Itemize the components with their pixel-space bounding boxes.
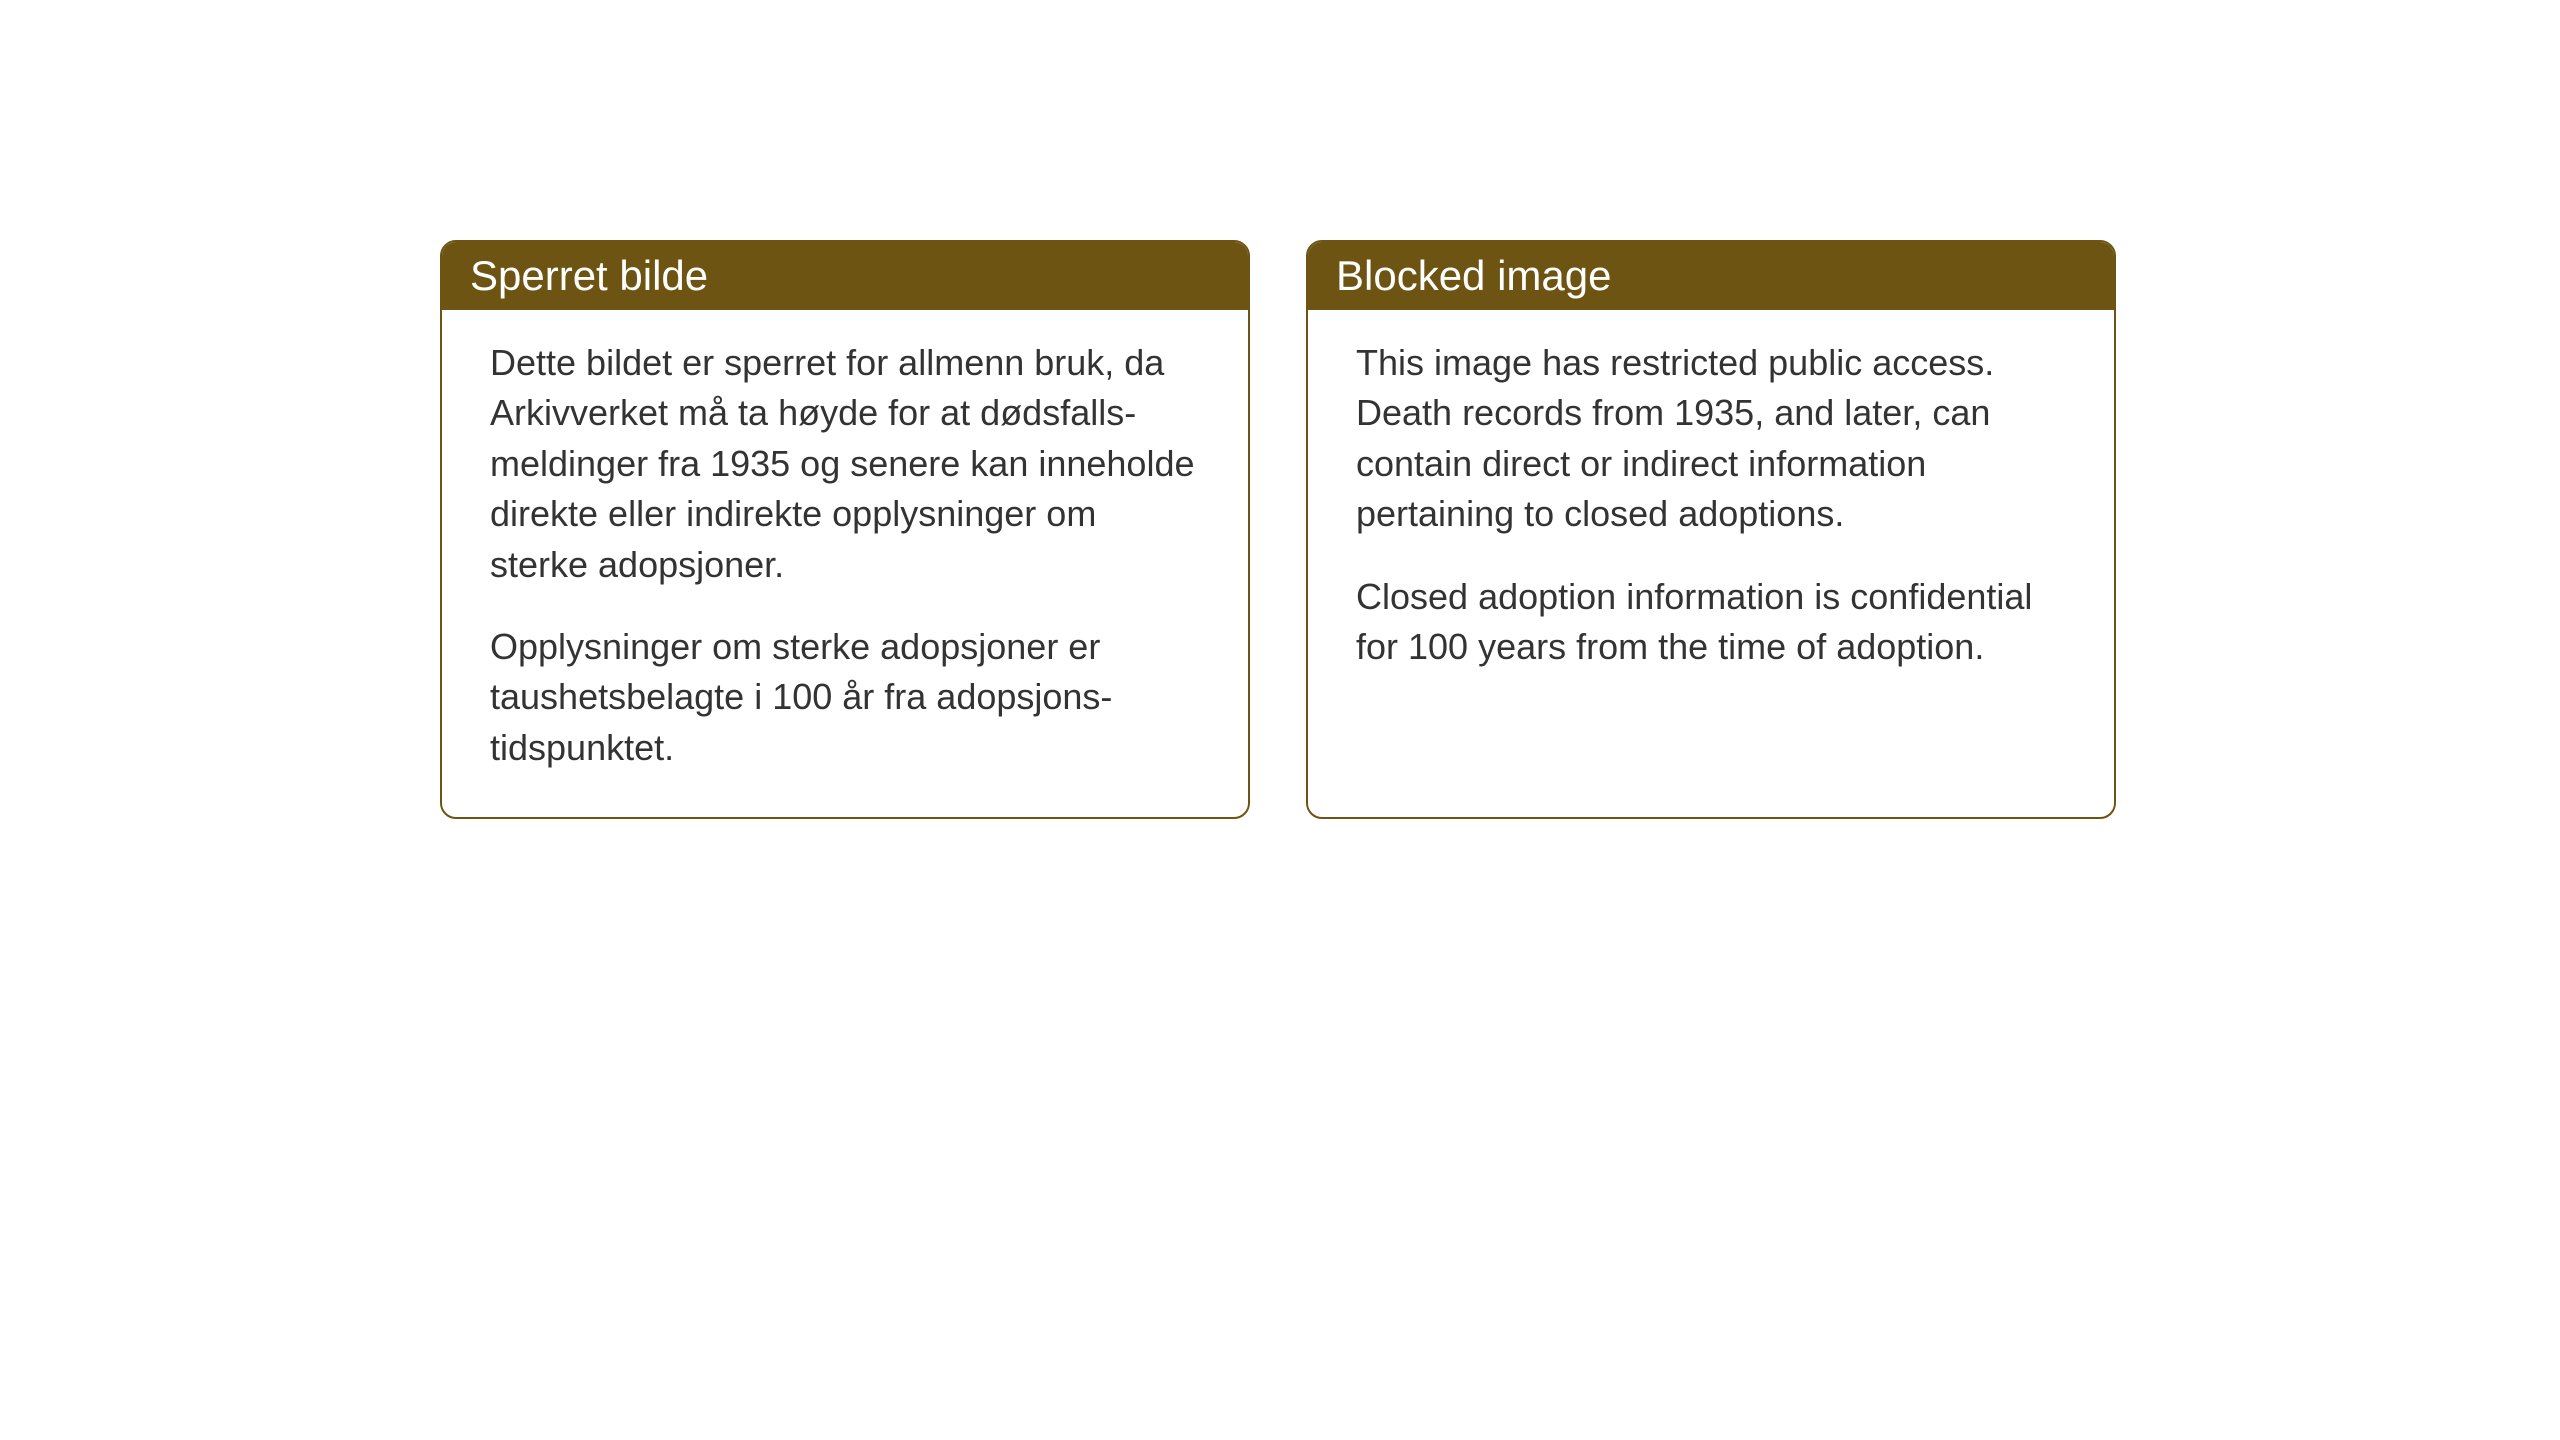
- english-notice-card: Blocked image This image has restricted …: [1306, 240, 2116, 819]
- norwegian-card-title: Sperret bilde: [442, 242, 1248, 310]
- norwegian-paragraph-1: Dette bildet er sperret for allmenn bruk…: [490, 338, 1200, 590]
- norwegian-card-body: Dette bildet er sperret for allmenn bruk…: [442, 310, 1248, 817]
- english-paragraph-2: Closed adoption information is confident…: [1356, 572, 2066, 673]
- english-paragraph-1: This image has restricted public access.…: [1356, 338, 2066, 540]
- english-card-title: Blocked image: [1308, 242, 2114, 310]
- english-card-body: This image has restricted public access.…: [1308, 310, 2114, 716]
- notice-container: Sperret bilde Dette bildet er sperret fo…: [440, 240, 2116, 819]
- norwegian-notice-card: Sperret bilde Dette bildet er sperret fo…: [440, 240, 1250, 819]
- norwegian-paragraph-2: Opplysninger om sterke adopsjoner er tau…: [490, 622, 1200, 773]
